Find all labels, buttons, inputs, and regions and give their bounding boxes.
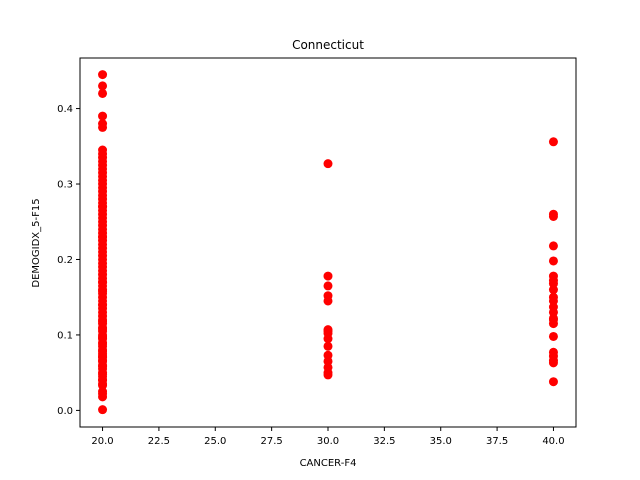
- x-tick-label: 22.5: [148, 436, 170, 447]
- y-axis-label: DEMOGIDX_5-F15: [31, 198, 42, 287]
- data-point: [98, 202, 108, 212]
- data-point: [98, 324, 108, 334]
- data-point: [548, 313, 558, 323]
- data-point: [98, 88, 108, 98]
- y-tick-label: 0.2: [57, 255, 73, 266]
- data-point: [98, 111, 108, 121]
- data-point: [98, 286, 108, 296]
- data-point: [98, 331, 108, 341]
- x-tick-label: 37.5: [486, 436, 508, 447]
- data-point: [98, 351, 108, 361]
- data-point: [323, 370, 333, 380]
- data-point: [98, 277, 108, 287]
- x-tick-label: 35.0: [430, 436, 452, 447]
- data-point: [323, 341, 333, 351]
- data-point: [323, 159, 333, 169]
- x-tick-label: 27.5: [261, 436, 283, 447]
- x-tick-label: 30.0: [317, 436, 339, 447]
- data-point: [98, 362, 108, 372]
- data-point: [548, 211, 558, 221]
- data-point: [98, 122, 108, 132]
- x-tick-label: 25.0: [204, 436, 226, 447]
- data-point: [548, 331, 558, 341]
- data-point: [98, 381, 108, 390]
- data-point: [98, 232, 108, 242]
- data-point: [548, 377, 558, 387]
- data-point: [548, 256, 558, 266]
- data-point: [98, 70, 108, 80]
- x-axis-label: CANCER-F4: [300, 458, 357, 469]
- data-point: [98, 339, 108, 349]
- data-point: [323, 296, 333, 306]
- y-tick-label: 0.4: [57, 104, 73, 115]
- x-tick-label: 32.5: [373, 436, 395, 447]
- data-point: [548, 358, 558, 368]
- data-points: [98, 70, 558, 415]
- data-point: [98, 300, 108, 310]
- data-point: [98, 316, 108, 326]
- data-point: [323, 281, 333, 291]
- y-tick-label: 0.0: [57, 406, 73, 417]
- data-point: [323, 326, 333, 336]
- data-point: [323, 271, 333, 281]
- y-tick-label: 0.3: [57, 180, 73, 191]
- y-tick-label: 0.1: [57, 330, 73, 341]
- data-point: [98, 171, 108, 181]
- x-tick-label: 40.0: [542, 436, 564, 447]
- y-axis: 0.0 0.1 0.2 0.3 0.4: [57, 104, 80, 417]
- plot-area-frame: [79, 57, 577, 428]
- x-axis: 20.0 22.5 25.0 27.5 30.0 32.5 35.0 37.5 40.0: [91, 427, 565, 447]
- data-point: [98, 81, 108, 91]
- data-point: [323, 334, 333, 344]
- x-tick-label: 20.0: [91, 436, 113, 447]
- data-point: [98, 389, 108, 399]
- data-point: [548, 279, 558, 289]
- chart-title: Connecticut: [292, 38, 364, 52]
- data-point: [548, 137, 558, 147]
- data-point: [98, 405, 108, 415]
- data-point: [548, 241, 558, 251]
